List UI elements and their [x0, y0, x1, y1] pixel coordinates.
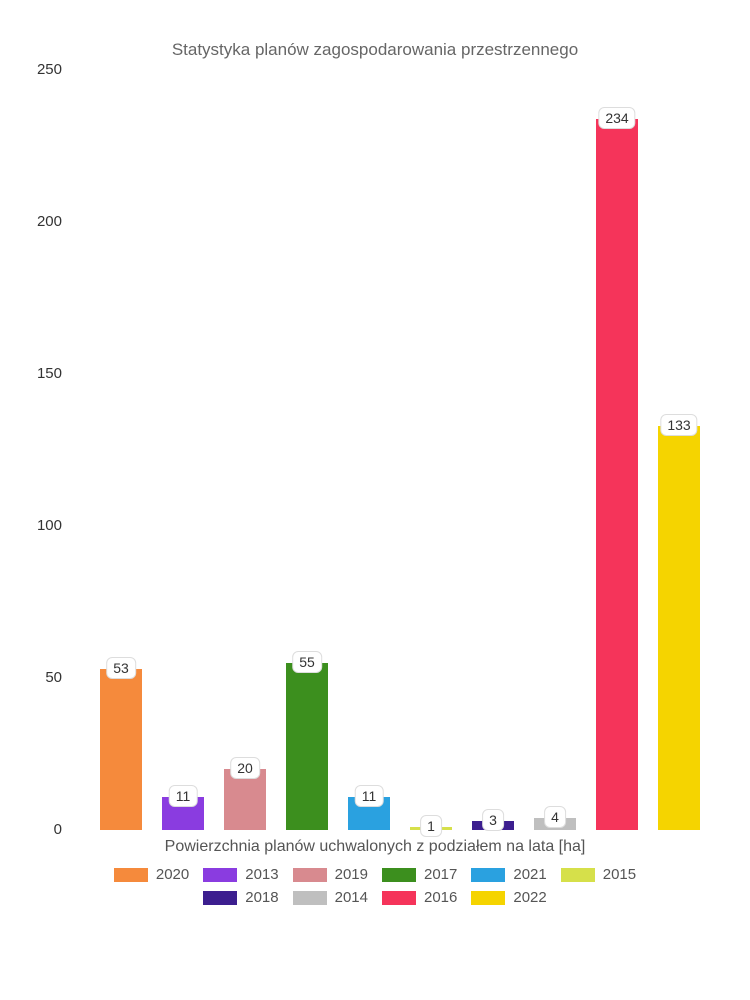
bar-label-2022: 133	[660, 414, 697, 436]
bar-label-2021: 11	[355, 785, 384, 807]
legend-label: 2015	[603, 866, 636, 883]
legend-item-2017: 2017	[382, 866, 457, 883]
chart-container: Statystyka planów zagospodarowania przes…	[0, 0, 750, 1000]
legend-item-2016: 2016	[382, 889, 457, 906]
bar-2020: 53	[100, 669, 142, 830]
x-axis-title: Powierzchnia planów uchwalonych z podzia…	[30, 838, 720, 856]
bar-label-2020: 53	[106, 657, 136, 679]
legend-label: 2016	[424, 889, 457, 906]
bar-label-2017: 55	[292, 651, 322, 673]
y-tick: 200	[37, 213, 62, 230]
bar-2022: 133	[658, 426, 700, 830]
legend-swatch	[471, 868, 505, 882]
legend-label: 2020	[156, 866, 189, 883]
legend-item-2018: 2018	[203, 889, 278, 906]
bar-2014: 4	[534, 818, 576, 830]
bar-2016: 234	[596, 119, 638, 830]
bar-2013: 11	[162, 797, 204, 830]
bars-region: 5311205511134234133	[70, 70, 740, 830]
plot-area: 050100150200250 5311205511134234133	[70, 70, 740, 830]
legend-label: 2018	[245, 889, 278, 906]
legend-swatch	[203, 891, 237, 905]
legend-swatch	[382, 891, 416, 905]
legend-label: 2017	[424, 866, 457, 883]
bar-label-2019: 20	[230, 757, 260, 779]
bar-label-2014: 4	[544, 806, 566, 828]
legend-item-2015: 2015	[561, 866, 636, 883]
legend-label: 2022	[513, 889, 546, 906]
legend-swatch	[293, 868, 327, 882]
legend-swatch	[114, 868, 148, 882]
bar-2021: 11	[348, 797, 390, 830]
y-tick: 0	[54, 821, 62, 838]
bar-2019: 20	[224, 769, 266, 830]
bar-2015: 1	[410, 827, 452, 830]
bar-label-2016: 234	[598, 107, 635, 129]
legend-item-2021: 2021	[471, 866, 546, 883]
bar-2017: 55	[286, 663, 328, 830]
legend-label: 2019	[335, 866, 368, 883]
y-tick: 50	[45, 669, 62, 686]
legend-swatch	[471, 891, 505, 905]
legend-swatch	[382, 868, 416, 882]
legend-swatch	[561, 868, 595, 882]
y-axis: 050100150200250	[30, 70, 70, 830]
legend-label: 2013	[245, 866, 278, 883]
bar-label-2018: 3	[482, 809, 504, 831]
legend-label: 2014	[335, 889, 368, 906]
y-tick: 250	[37, 61, 62, 78]
bar-label-2013: 11	[169, 785, 198, 807]
chart-title: Statystyka planów zagospodarowania przes…	[30, 40, 720, 60]
y-tick: 100	[37, 517, 62, 534]
legend-label: 2021	[513, 866, 546, 883]
legend: 2020 2013 2019 2017 2021 2015 2018 2014 2016 2022	[30, 866, 720, 906]
legend-swatch	[293, 891, 327, 905]
legend-item-2014: 2014	[293, 889, 368, 906]
legend-item-2022: 2022	[471, 889, 546, 906]
legend-item-2020: 2020	[114, 866, 189, 883]
legend-item-2013: 2013	[203, 866, 278, 883]
legend-swatch	[203, 868, 237, 882]
legend-item-2019: 2019	[293, 866, 368, 883]
bar-label-2015: 1	[420, 815, 442, 837]
y-tick: 150	[37, 365, 62, 382]
bar-2018: 3	[472, 821, 514, 830]
